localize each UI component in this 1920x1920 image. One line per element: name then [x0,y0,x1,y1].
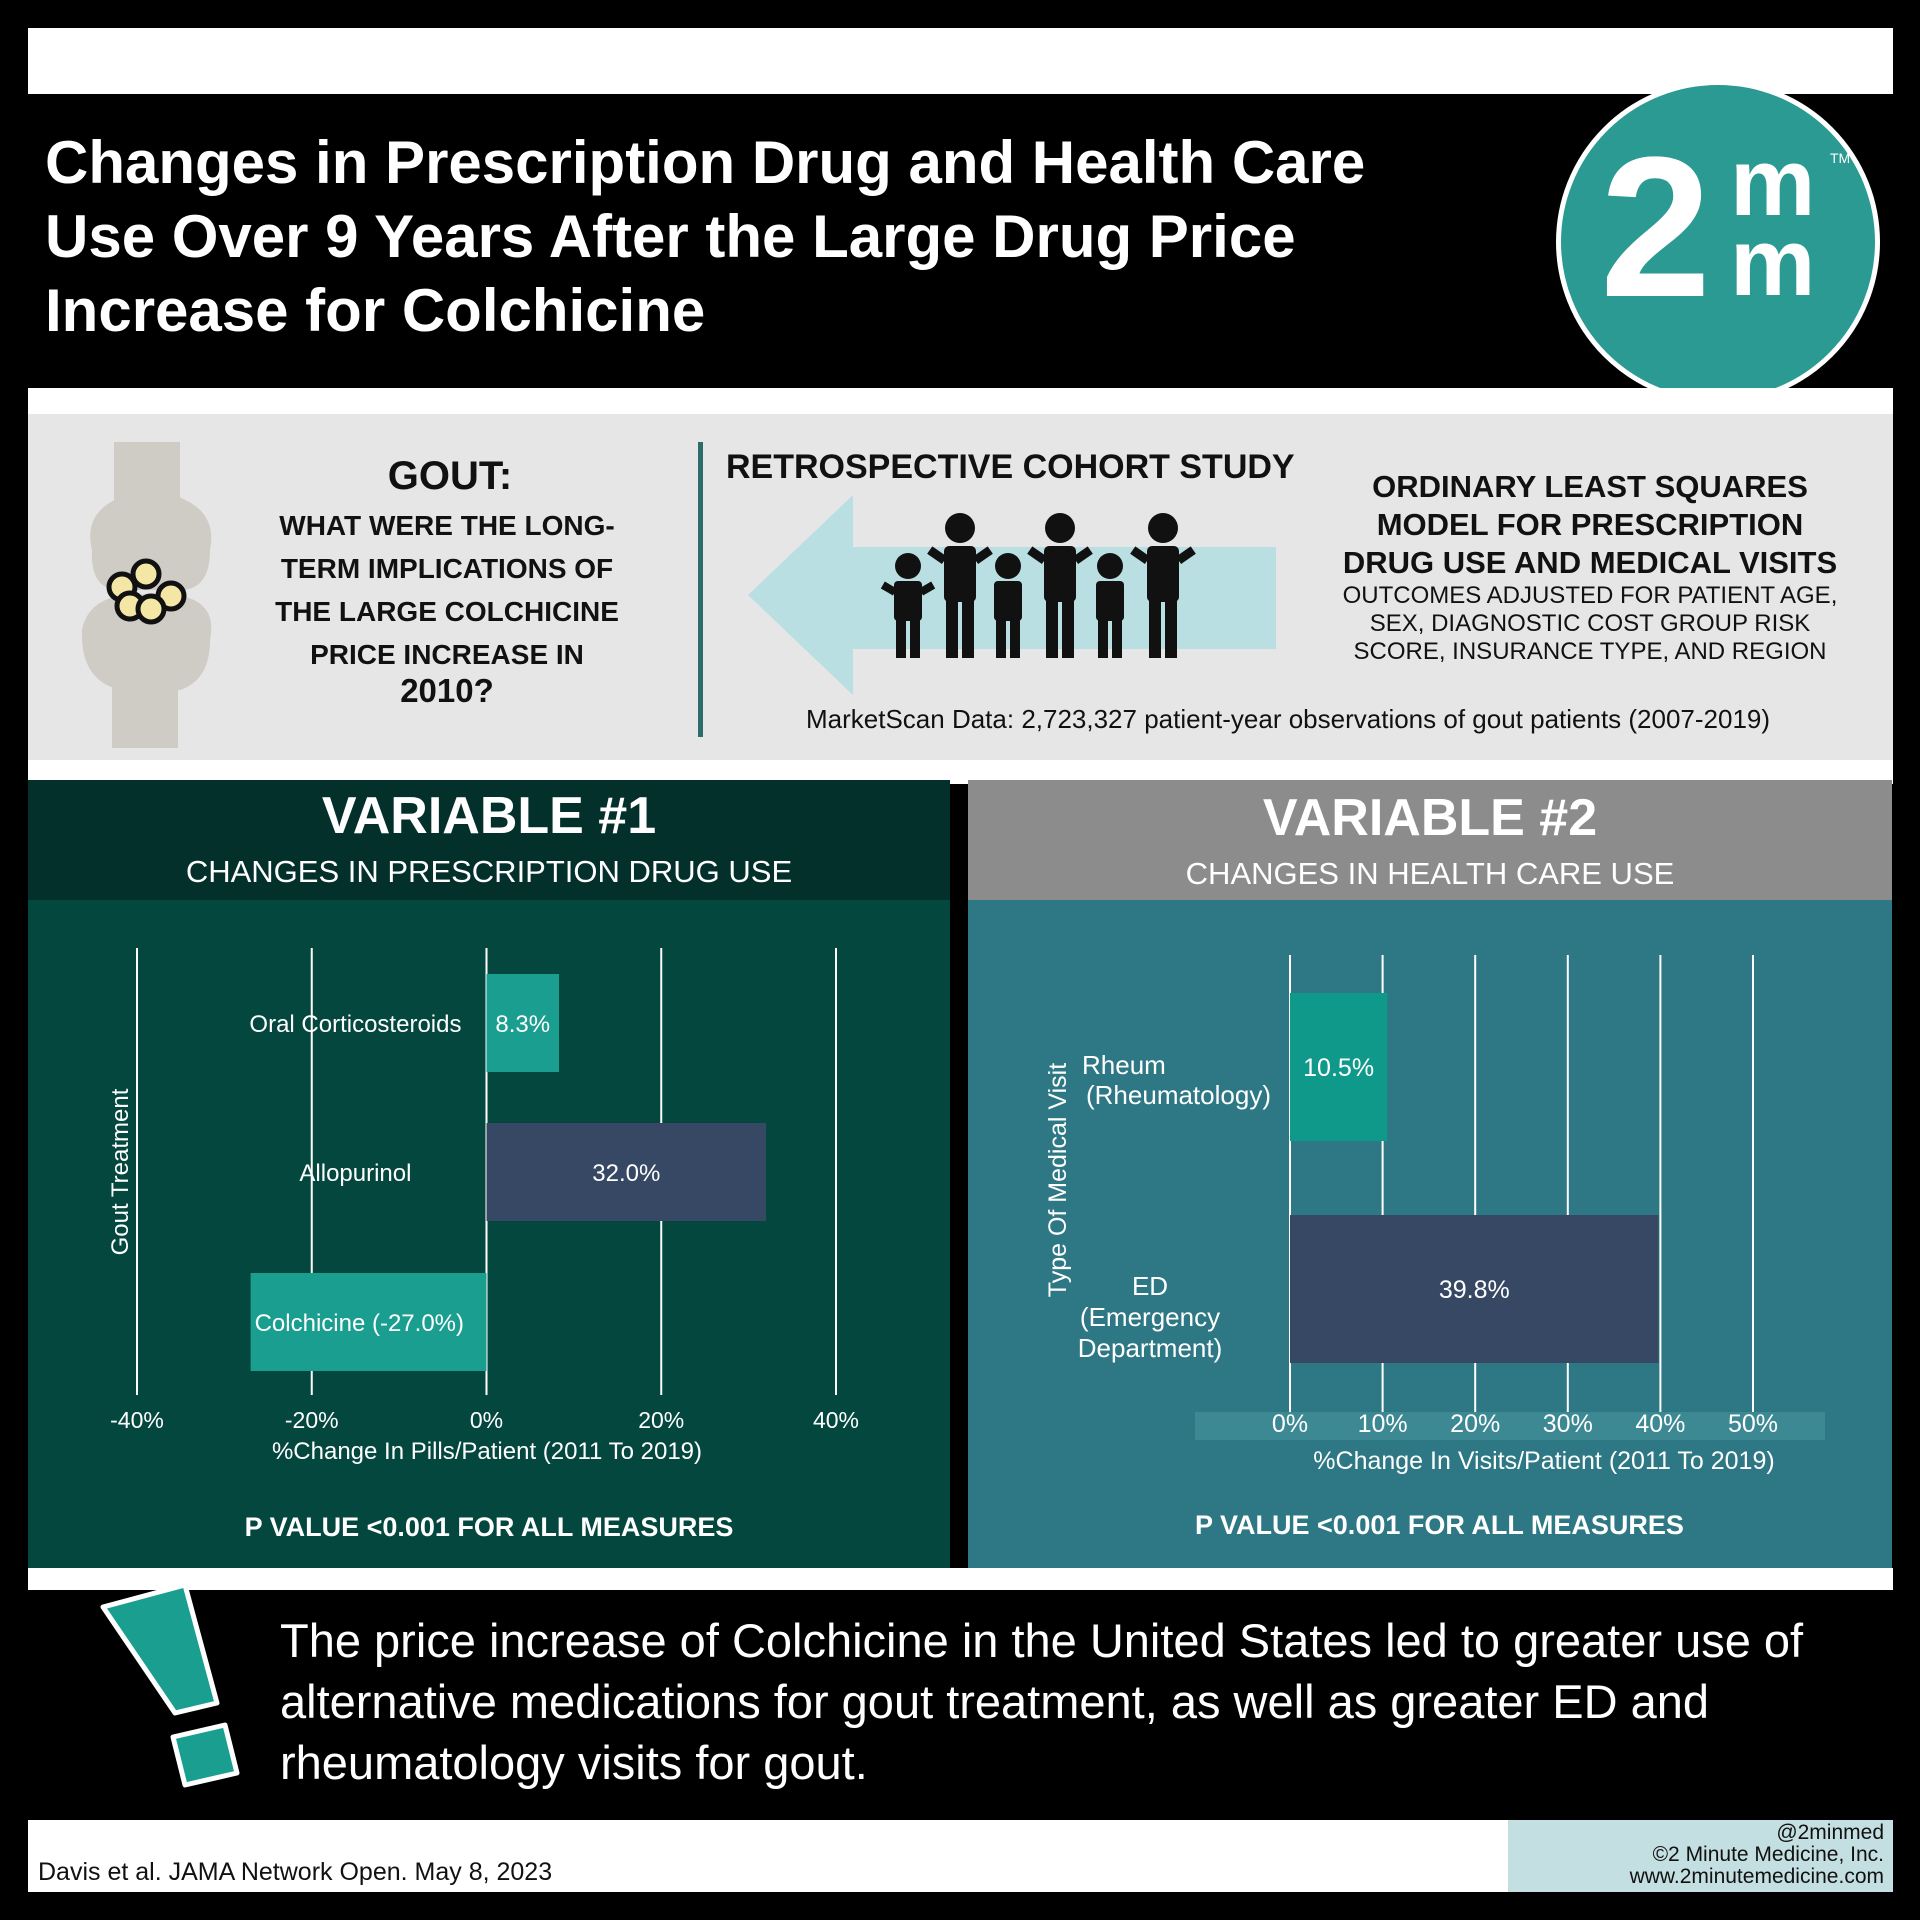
exclamation-icon [100,1585,240,1788]
x-tick-label: 20% [1450,1410,1500,1438]
variable1-title: VARIABLE #1 [321,787,657,845]
brand-logo [1556,80,1880,404]
x-tick-label: 50% [1728,1410,1778,1438]
x-tick-label: -20% [285,1407,339,1433]
category-label: Allopurinol [299,1160,411,1187]
variable2-title: VARIABLE #2 [1262,789,1598,847]
y-axis-title: Gout Treatment [107,1088,134,1255]
page-title: Changes in Prescription Drug and Health … [45,129,1366,344]
bar [1290,993,1388,1141]
logo-letter-top: m [1730,129,1816,236]
credit-company: ©2 Minute Medicine, Inc. [1652,1843,1884,1866]
data-label: 39.8% [1439,1276,1510,1304]
data-label: 10.5% [1303,1054,1374,1082]
x-axis-band [1195,1412,1825,1440]
x-tick-label: 0% [470,1407,503,1433]
x-tick-label: 40% [1635,1410,1685,1438]
data-label: 8.3% [495,1011,550,1038]
x-tick-label: 30% [1543,1410,1593,1438]
variable2-p-value: P VALUE <0.001 FOR ALL MEASURES [1195,1510,1684,1540]
question-body: WHAT WERE THE LONG-TERM IMPLICATIONS OF … [275,510,619,670]
category-label: Oral Corticosteroids [249,1011,461,1038]
people-icon [880,513,1196,658]
x-tick-label: 20% [638,1407,684,1433]
y-axis-title: Type Of Medical Visit [1044,1063,1072,1297]
top-white-strip [28,28,1893,94]
joint-icon [81,442,212,748]
category-label: ED [1132,1271,1168,1301]
citation: Davis et al. JAMA Network Open. May 8, 2… [38,1858,553,1886]
variable1-p-value: P VALUE <0.001 FOR ALL MEASURES [244,1512,734,1542]
variable2-subtitle: CHANGES IN HEALTH CARE USE [1185,856,1675,891]
x-tick-label: 0% [1272,1410,1308,1438]
credit-box [1508,1820,1893,1892]
category-label: (Emergency [1080,1302,1220,1332]
conclusion-box [100,1590,1893,1820]
variable2-header [968,780,1892,900]
bar [486,974,560,1072]
variable1-header [28,780,950,900]
data-source-note: MarketScan Data: 2,723,327 patient-year … [806,704,1771,734]
model-heading: ORDINARY LEAST SQUARES MODEL FOR PRESCRI… [1342,469,1838,580]
credit: @2minmed ©2 Minute Medicine, Inc. www.2m… [1508,1822,1884,1888]
study-divider [698,442,703,737]
credit-url: www.2minutemedicine.com [1629,1865,1884,1888]
credit-handle: @2minmed [1776,1821,1884,1844]
category-label: (Rheumatology) [1086,1080,1271,1110]
bar [1290,1215,1659,1363]
x-tick-label: 10% [1358,1410,1408,1438]
logo-letter-bottom: m [1730,209,1816,316]
study-type-label: RETROSPECTIVE COHORT STUDY [726,448,1295,486]
data-label: 32.0% [592,1160,660,1187]
x-axis-title: %Change In Pills/Patient (2011 To 2019) [272,1438,702,1465]
x-tick-label: 40% [813,1407,859,1433]
logo-trademark: TM [1830,150,1851,166]
category-label: Rheum [1082,1050,1166,1080]
bar [486,1123,767,1221]
data-label: Colchicine (-27.0%) [255,1310,464,1337]
variable1-subtitle: CHANGES IN PRESCRIPTION DRUG USE [185,854,793,889]
x-axis-title: %Change In Visits/Patient (2011 To 2019) [1313,1447,1774,1475]
question-year: 2010? [400,672,494,709]
category-label: Department) [1078,1333,1223,1363]
bar [250,1273,487,1371]
logo-digit: 2 [1600,116,1712,339]
question-heading: GOUT: [387,454,513,498]
conclusion-text: The price increase of Colchicine in the … [280,1614,1804,1789]
x-tick-label: -40% [110,1407,164,1433]
conclusion-border [28,1568,1893,1590]
model-description: OUTCOMES ADJUSTED FOR PATIENT AGE, SEX, … [1342,582,1838,665]
